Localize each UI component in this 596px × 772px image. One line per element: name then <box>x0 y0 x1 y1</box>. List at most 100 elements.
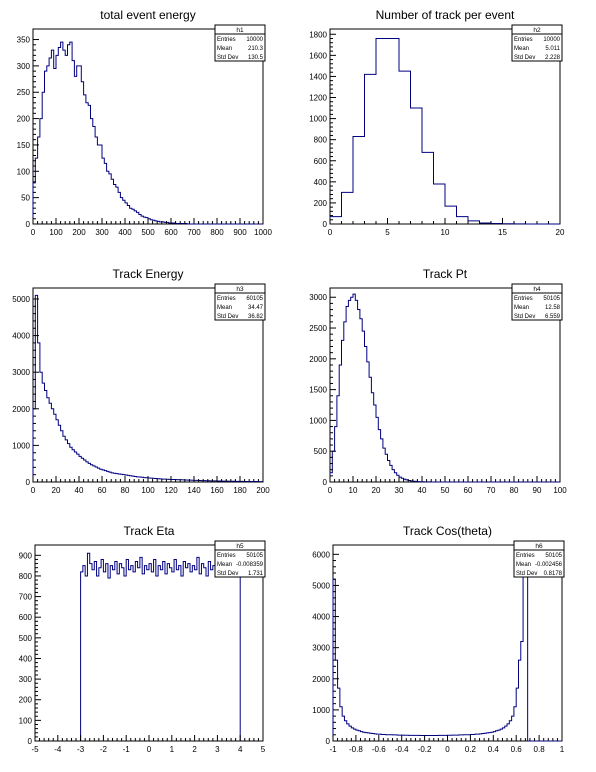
x-tick-label: 140 <box>187 486 201 495</box>
x-tick-label: -1 <box>123 745 131 754</box>
x-tick-label: 0 <box>445 745 450 754</box>
x-tick-label: 0 <box>328 228 333 237</box>
histogram-series <box>329 293 560 483</box>
stats-value: 60105 <box>246 296 263 302</box>
chart-title: Track Energy <box>113 267 184 281</box>
stats-value: 10000 <box>246 37 263 43</box>
x-tick-label: 10 <box>441 228 450 237</box>
y-tick-label: 5000 <box>12 295 30 304</box>
stats-label: Entries <box>217 296 236 302</box>
stats-value: 2.228 <box>545 55 561 61</box>
y-tick-label: 0 <box>323 220 328 229</box>
stats-value: 12.58 <box>545 305 561 311</box>
x-tick-label: 600 <box>164 228 178 237</box>
x-tick-label: 40 <box>75 486 84 495</box>
y-tick-label: 4000 <box>12 332 30 341</box>
x-tick-label: -0.6 <box>372 745 386 754</box>
stats-label: Std Dev <box>217 314 238 320</box>
x-tick-label: -0.8 <box>349 745 363 754</box>
stats-label: Mean <box>514 46 529 52</box>
x-tick-label: 5 <box>261 745 266 754</box>
x-tick-label: 200 <box>72 228 86 237</box>
stats-value: 34.47 <box>248 305 264 311</box>
histogram-series <box>32 294 264 483</box>
x-tick-label: -0.4 <box>395 745 409 754</box>
y-tick-label: 200 <box>17 115 31 124</box>
x-tick-label: 40 <box>418 486 427 495</box>
x-tick-label: 60 <box>98 486 107 495</box>
x-tick-label: 20 <box>372 486 381 495</box>
x-tick-label: 5 <box>385 228 390 237</box>
stats-label: Std Dev <box>516 571 537 577</box>
histogram-series <box>332 556 562 742</box>
x-tick-label: 0.4 <box>488 745 500 754</box>
y-tick-label: 3000 <box>309 293 327 302</box>
x-tick-label: 0 <box>147 745 152 754</box>
x-tick-label: 1 <box>560 745 565 754</box>
stats-label: Entries <box>217 37 236 43</box>
y-tick-label: 1200 <box>309 94 327 103</box>
stats-box-frame <box>214 24 266 62</box>
stats-value: 6.559 <box>545 314 561 320</box>
y-tick-label: 1400 <box>309 72 327 81</box>
y-tick-label: 700 <box>19 593 33 602</box>
stats-label: Std Dev <box>217 571 238 577</box>
stats-label: Entries <box>514 296 533 302</box>
x-tick-label: 50 <box>441 486 450 495</box>
x-tick-label: 180 <box>233 486 247 495</box>
x-tick-label: 500 <box>141 228 155 237</box>
y-tick-label: 50 <box>21 194 30 203</box>
chart-title: Track Pt <box>423 267 468 281</box>
x-tick-label: 0.6 <box>511 745 523 754</box>
stats-label: Entries <box>217 553 236 559</box>
histogram-series <box>329 37 560 225</box>
stats-box-frame <box>511 24 563 62</box>
x-tick-label: 4 <box>238 745 243 754</box>
y-tick-label: 500 <box>19 634 33 643</box>
x-tick-label: 20 <box>52 486 61 495</box>
stats-value: -0.008359 <box>236 562 264 568</box>
y-tick-label: 0 <box>26 220 31 229</box>
x-tick-label: -2 <box>100 745 108 754</box>
stats-box-name: h5 <box>236 543 244 550</box>
x-tick-label: 10 <box>349 486 358 495</box>
stats-label: Mean <box>217 562 232 568</box>
stats-value: 50105 <box>246 553 263 559</box>
stats-value: 210.3 <box>248 46 264 52</box>
stats-box-name: h2 <box>533 27 541 34</box>
x-tick-label: 0.8 <box>534 745 546 754</box>
y-tick-label: 3000 <box>312 644 330 653</box>
stats-box-frame <box>511 283 563 321</box>
x-tick-label: 100 <box>141 486 155 495</box>
y-tick-label: 2000 <box>309 355 327 364</box>
stats-label: Std Dev <box>514 314 535 320</box>
y-tick-label: 400 <box>314 178 328 187</box>
y-tick-label: 100 <box>19 716 33 725</box>
y-tick-label: 0 <box>26 478 31 487</box>
stats-value: 1.731 <box>248 571 264 577</box>
stats-value: 10000 <box>543 37 560 43</box>
x-tick-label: 1000 <box>254 228 272 237</box>
x-tick-label: 3 <box>215 745 220 754</box>
y-tick-label: 400 <box>19 654 33 663</box>
y-tick-label: 200 <box>19 696 33 705</box>
x-tick-label: 1 <box>170 745 175 754</box>
y-tick-label: 150 <box>17 141 31 150</box>
x-tick-label: -1 <box>329 745 337 754</box>
stats-value: 0.8178 <box>544 571 563 577</box>
y-tick-label: 2000 <box>12 405 30 414</box>
x-tick-label: 20 <box>556 228 565 237</box>
stats-box-name: h3 <box>236 286 244 293</box>
x-tick-label: -4 <box>54 745 62 754</box>
stats-box-name: h1 <box>236 27 244 34</box>
stats-label: Entries <box>514 37 533 43</box>
y-tick-label: 1800 <box>309 30 327 39</box>
x-tick-label: -3 <box>77 745 85 754</box>
